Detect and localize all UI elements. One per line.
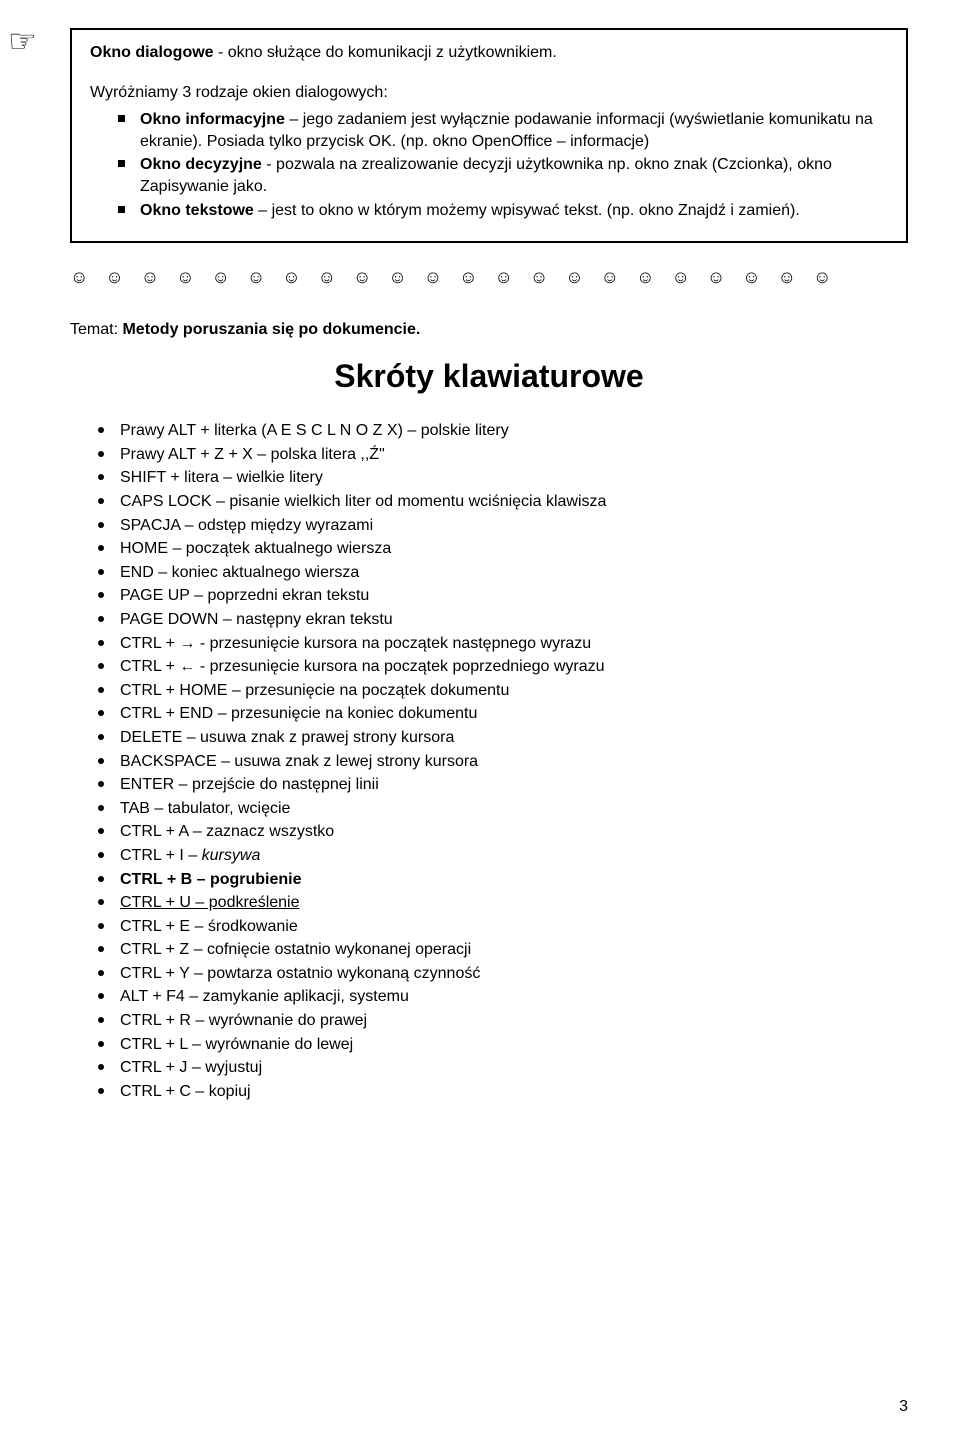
definition-paragraph: Okno dialogowe - okno służące do komunik… [90, 42, 888, 64]
shortcut-text: BACKSPACE – usuwa znak z lewej strony ku… [120, 753, 478, 770]
shortcut-prefix: CTRL + I – [120, 847, 202, 864]
shortcut-text: END – koniec aktualnego wiersza [120, 564, 359, 581]
list-item-term: Okno decyzyjne [140, 156, 262, 173]
shortcut-text: SHIFT + litera – wielkie litery [120, 469, 323, 486]
shortcut-text: CTRL + Z – cofnięcie ostatnio wykonanej … [120, 941, 471, 958]
list-item: PAGE UP – poprzedni ekran tekstu [98, 585, 908, 607]
shortcut-text: ENTER – przejście do następnej linii [120, 776, 379, 793]
list-item: Okno informacyjne – jego zadaniem jest w… [118, 109, 888, 152]
shortcut-text: CTRL + B – pogrubienie [120, 871, 302, 888]
shortcut-styled: kursywa [202, 847, 261, 864]
list-item: CTRL + Z – cofnięcie ostatnio wykonanej … [98, 939, 908, 961]
list-item-term: Okno informacyjne [140, 111, 285, 128]
definition-term: Okno dialogowe [90, 44, 214, 61]
shortcut-text: CTRL + U – podkreślenie [120, 894, 300, 911]
list-item: END – koniec aktualnego wiersza [98, 562, 908, 584]
shortcut-text: Prawy ALT + literka (A E S C L N O Z X) … [120, 422, 509, 439]
topic-title: Metody poruszania się po dokumencie. [122, 321, 420, 338]
shortcut-text: CTRL + END – przesunięcie na koniec doku… [120, 705, 477, 722]
list-item: CTRL + HOME – przesunięcie na początek d… [98, 680, 908, 702]
list-item: CTRL + E – środkowanie [98, 916, 908, 938]
list-item: CTRL + U – podkreślenie [98, 892, 908, 914]
list-item: CTRL + J – wyjustuj [98, 1057, 908, 1079]
pointing-hand-icon: ☞ [8, 20, 37, 63]
topic-label: Temat: [70, 321, 122, 338]
shortcut-text: SPACJA – odstęp między wyrazami [120, 517, 373, 534]
shortcut-text: CAPS LOCK – pisanie wielkich liter od mo… [120, 493, 606, 510]
list-item: CTRL + R – wyrównanie do prawej [98, 1010, 908, 1032]
shortcut-text: TAB – tabulator, wcięcie [120, 800, 290, 817]
shortcut-text: CTRL + HOME – przesunięcie na początek d… [120, 682, 509, 699]
shortcuts-list: Prawy ALT + literka (A E S C L N O Z X) … [70, 420, 908, 1102]
list-item: Okno decyzyjne - pozwala na zrealizowani… [118, 154, 888, 197]
shortcut-text: PAGE UP – poprzedni ekran tekstu [120, 587, 369, 604]
shortcut-text: CTRL + C – kopiuj [120, 1083, 251, 1100]
shortcut-text: HOME – początek aktualnego wiersza [120, 540, 391, 557]
page-title: Skróty klawiaturowe [70, 355, 908, 398]
list-item: CTRL + → - przesunięcie kursora na począ… [98, 633, 908, 655]
shortcut-text: CTRL + E – środkowanie [120, 918, 298, 935]
list-item: CTRL + END – przesunięcie na koniec doku… [98, 703, 908, 725]
list-item: CTRL + B – pogrubienie [98, 869, 908, 891]
shortcut-text: ALT + F4 – zamykanie aplikacji, systemu [120, 988, 409, 1005]
list-item: Okno tekstowe – jest to okno w którym mo… [118, 200, 888, 222]
list-item: PAGE DOWN – następny ekran tekstu [98, 609, 908, 631]
list-item: HOME – początek aktualnego wiersza [98, 538, 908, 560]
list-item: BACKSPACE – usuwa znak z lewej strony ku… [98, 751, 908, 773]
shortcut-text: CTRL + R – wyrównanie do prawej [120, 1012, 367, 1029]
list-item: CTRL + I – kursywa [98, 845, 908, 867]
list-item: CTRL + Y – powtarza ostatnio wykonaną cz… [98, 963, 908, 985]
topic-line: Temat: Metody poruszania się po dokumenc… [70, 319, 908, 341]
shortcut-text: CTRL + Y – powtarza ostatnio wykonaną cz… [120, 965, 480, 982]
shortcut-text: DELETE – usuwa znak z prawej strony kurs… [120, 729, 454, 746]
definition-box: Okno dialogowe - okno służące do komunik… [70, 28, 908, 243]
list-item: SPACJA – odstęp między wyrazami [98, 515, 908, 537]
definition-subhead: Wyróżniamy 3 rodzaje okien dialogowych: [90, 82, 888, 104]
page-number: 3 [899, 1396, 908, 1418]
list-item: DELETE – usuwa znak z prawej strony kurs… [98, 727, 908, 749]
shortcut-text: CTRL + A – zaznacz wszystko [120, 823, 334, 840]
list-item: CAPS LOCK – pisanie wielkich liter od mo… [98, 491, 908, 513]
list-item: Prawy ALT + Z + X – polska litera ,,Ź" [98, 444, 908, 466]
list-item: CTRL + L – wyrównanie do lewej [98, 1034, 908, 1056]
shortcut-text: CTRL + L – wyrównanie do lewej [120, 1036, 353, 1053]
list-item: ENTER – przejście do następnej linii [98, 774, 908, 796]
shortcut-text: CTRL + J – wyjustuj [120, 1059, 262, 1076]
list-item: Prawy ALT + literka (A E S C L N O Z X) … [98, 420, 908, 442]
list-item: ALT + F4 – zamykanie aplikacji, systemu [98, 986, 908, 1008]
list-item-text: – jest to okno w którym możemy wpisywać … [254, 202, 800, 219]
shortcut-text: PAGE DOWN – następny ekran tekstu [120, 611, 393, 628]
list-item: CTRL + C – kopiuj [98, 1081, 908, 1103]
list-item: SHIFT + litera – wielkie litery [98, 467, 908, 489]
list-item: TAB – tabulator, wcięcie [98, 798, 908, 820]
shortcut-text: Prawy ALT + Z + X – polska litera ,,Ź" [120, 446, 385, 463]
shortcut-text: CTRL + → - przesunięcie kursora na począ… [120, 635, 591, 652]
list-item: CTRL + ← - przesunięcie kursora na począ… [98, 656, 908, 678]
shortcut-text: CTRL + ← - przesunięcie kursora na począ… [120, 658, 605, 675]
list-item-term: Okno tekstowe [140, 202, 254, 219]
list-item: CTRL + A – zaznacz wszystko [98, 821, 908, 843]
definition-list: Okno informacyjne – jego zadaniem jest w… [90, 109, 888, 221]
smiley-divider: ☺ ☺ ☺ ☺ ☺ ☺ ☺ ☺ ☺ ☺ ☺ ☺ ☺ ☺ ☺ ☺ ☺ ☺ ☺ ☺ … [70, 265, 908, 289]
definition-rest: - okno służące do komunikacji z użytkown… [214, 44, 557, 61]
